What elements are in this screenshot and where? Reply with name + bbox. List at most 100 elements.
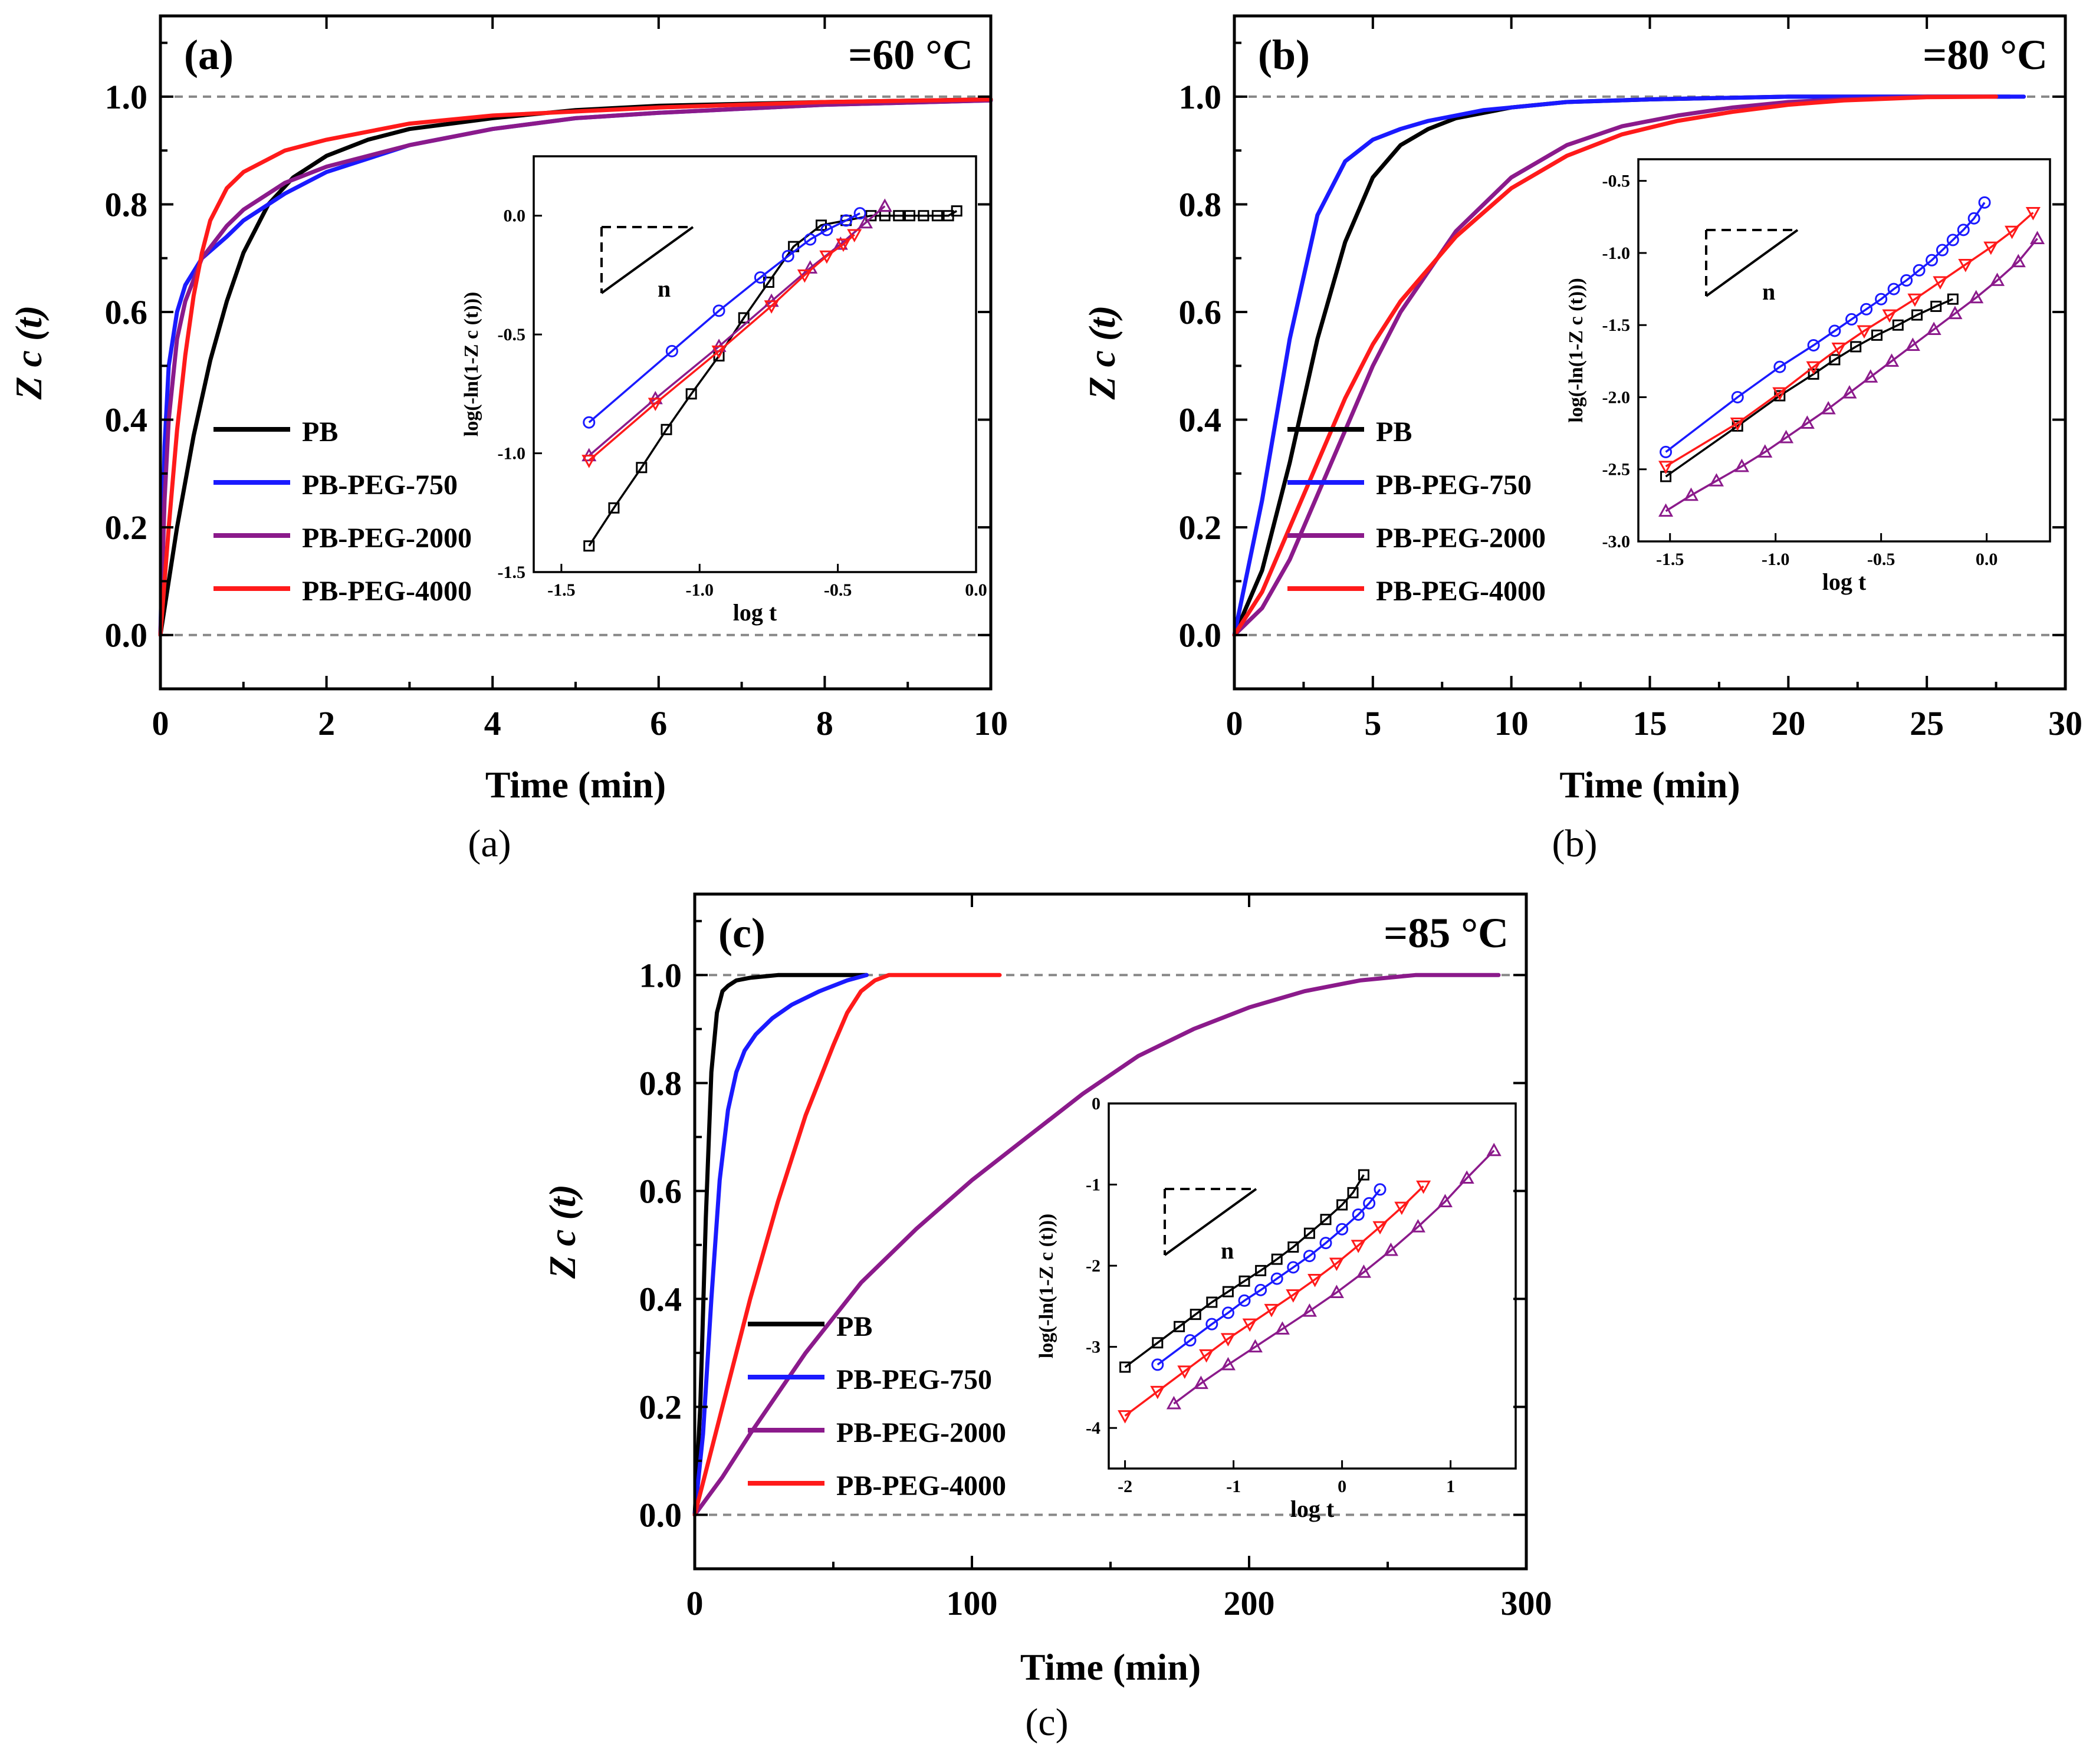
inset-x-tick-label: -2: [1118, 1477, 1132, 1496]
inset-marker-square: [1336, 1199, 1348, 1211]
inset-y-tick-label: -1.0: [498, 444, 526, 464]
inset-marker-square: [1255, 1264, 1267, 1276]
series-line-pb-peg-750: [1232, 94, 2026, 638]
inset-x-tick-label: 0.0: [1976, 550, 1998, 569]
inset-marker-triangle-down: [1150, 1385, 1165, 1400]
x-tick-label: 10: [974, 704, 1008, 743]
inset-marker-circle: [1238, 1294, 1251, 1307]
x-tick-label: 10: [1494, 704, 1529, 743]
inset-marker-circle: [1936, 244, 1949, 257]
inset-marker-triangle-up: [877, 198, 892, 212]
y-tick-label: 0.0: [1179, 616, 1222, 655]
x-tick-label: 200: [1224, 1584, 1275, 1622]
inset-frame: [1637, 158, 2051, 543]
inset-x-tick-label: 0.0: [965, 580, 987, 600]
inset-y-tick-label: -0.5: [1602, 172, 1631, 191]
legend-label: PB-PEG-4000: [302, 576, 472, 607]
inset-marker-triangle-up: [1821, 400, 1836, 415]
inset-marker-triangle-up: [1779, 429, 1794, 444]
inset-marker-circle: [1900, 274, 1913, 287]
inset-marker-triangle-up: [1193, 1375, 1208, 1389]
inset-marker-triangle-down: [1394, 1201, 1410, 1216]
x-tick-label: 25: [1910, 704, 1944, 743]
inset-fit-line-pb-peg-2000: [1173, 1149, 1495, 1405]
inset-marker-square: [738, 312, 750, 324]
inset-marker-triangle-down: [2025, 206, 2041, 221]
legend-label: PB-PEG-2000: [1376, 523, 1546, 554]
inset-marker-circle: [712, 304, 725, 317]
inset-fit-line-pb-peg-4000: [1665, 212, 2034, 468]
inset-marker-triangle-down: [1220, 1333, 1236, 1346]
inset-x-tick-label: -1.0: [1762, 550, 1790, 569]
slope-label: n: [658, 275, 671, 302]
y-tick-label: 1.0: [105, 78, 148, 116]
inset-frame: [1108, 1102, 1517, 1470]
inset-marker-triangle-up: [858, 215, 873, 229]
inset-fit-line-pb-peg-750: [588, 212, 860, 423]
inset-marker-triangle-down: [1806, 361, 1821, 375]
inset-y-tick-label: -4: [1086, 1418, 1100, 1438]
y-tick-label: 0.6: [1179, 293, 1222, 331]
inset-marker-triangle-down: [836, 238, 851, 252]
x-tick-label: 5: [1364, 704, 1381, 743]
temperature-label: =80 °C: [1923, 31, 2048, 78]
inset-marker-triangle-down: [819, 250, 835, 264]
inset-x-axis-label: log t: [1290, 1496, 1335, 1522]
inset-marker-triangle-down: [797, 269, 812, 283]
temperature-label: =85 °C: [1384, 909, 1509, 957]
inset-marker-triangle-down: [711, 345, 727, 359]
inset-y-tick-label: 0: [1092, 1094, 1100, 1113]
inset-marker-triangle-down: [582, 455, 597, 468]
inset-marker-triangle-up: [1989, 272, 2005, 286]
inset-marker-square: [1303, 1227, 1315, 1239]
y-tick-label: 0.8: [639, 1064, 682, 1102]
inset-marker-triangle-up: [1884, 353, 1900, 367]
panel-label: (c): [718, 909, 766, 957]
legend-label: PB-PEG-4000: [1376, 576, 1546, 607]
inset-x-tick-label: -0.5: [824, 580, 852, 600]
y-tick-label: 1.0: [639, 956, 682, 994]
inset-fit-line-pb-peg-750: [1157, 1188, 1381, 1366]
legend-label: PB-PEG-2000: [302, 523, 472, 554]
inset-marker-square: [1190, 1309, 1201, 1320]
inset-marker-triangle-down: [1857, 325, 1872, 339]
inset-marker-circle: [1303, 1250, 1316, 1263]
inset-marker-circle: [1205, 1318, 1218, 1331]
legend-label: PB: [836, 1311, 872, 1342]
inset-marker-triangle-down: [1177, 1365, 1192, 1379]
inset-marker-triangle-up: [1734, 458, 1749, 472]
inset-marker-circle: [1660, 445, 1673, 458]
inset-marker-square: [865, 210, 877, 222]
inset-y-tick-label: -0.5: [498, 325, 526, 344]
inset-marker-circle: [1773, 360, 1786, 373]
inset-marker-square: [1238, 1275, 1250, 1287]
series-line-pb-peg-2000: [158, 98, 993, 638]
slope-label: n: [1221, 1237, 1234, 1264]
inset-marker-triangle-down: [1730, 417, 1745, 431]
inset-marker-triangle-up: [1383, 1242, 1398, 1256]
x-tick-label: 0: [152, 704, 169, 743]
inset-marker-triangle-down: [1118, 1410, 1133, 1424]
y-tick-label: 0.0: [105, 616, 148, 655]
inset-y-axis-label: log(-ln(1-Z c (t))): [1036, 1214, 1057, 1358]
slope-triangle-hypotenuse: [600, 226, 694, 294]
inset-fit-line-pb-peg-4000: [1124, 1185, 1424, 1417]
inset-marker-square: [1287, 1241, 1299, 1253]
x-tick-label: 0: [686, 1584, 704, 1622]
inset-y-tick-label: 0.0: [504, 206, 526, 226]
y-tick-label: 0.2: [105, 508, 148, 547]
inset-marker-triangle-down: [1264, 1303, 1279, 1318]
inset-marker-triangle-up: [1757, 444, 1773, 458]
series-line-pb: [158, 97, 993, 638]
inset-marker-square: [1222, 1286, 1234, 1297]
inset-marker-square: [636, 462, 648, 474]
inset-marker-square: [1271, 1253, 1283, 1265]
inset-marker-triangle-up: [1166, 1395, 1181, 1410]
inset-marker-square: [608, 502, 620, 514]
x-tick-label: 20: [1771, 704, 1805, 743]
inset-y-axis-label: log(-ln(1-Z c (t))): [461, 292, 482, 436]
figure-caption: (a): [468, 822, 511, 865]
inset-marker-circle: [1807, 339, 1820, 352]
inset-marker-square: [1358, 1169, 1369, 1181]
inset-marker-square: [1174, 1320, 1185, 1332]
